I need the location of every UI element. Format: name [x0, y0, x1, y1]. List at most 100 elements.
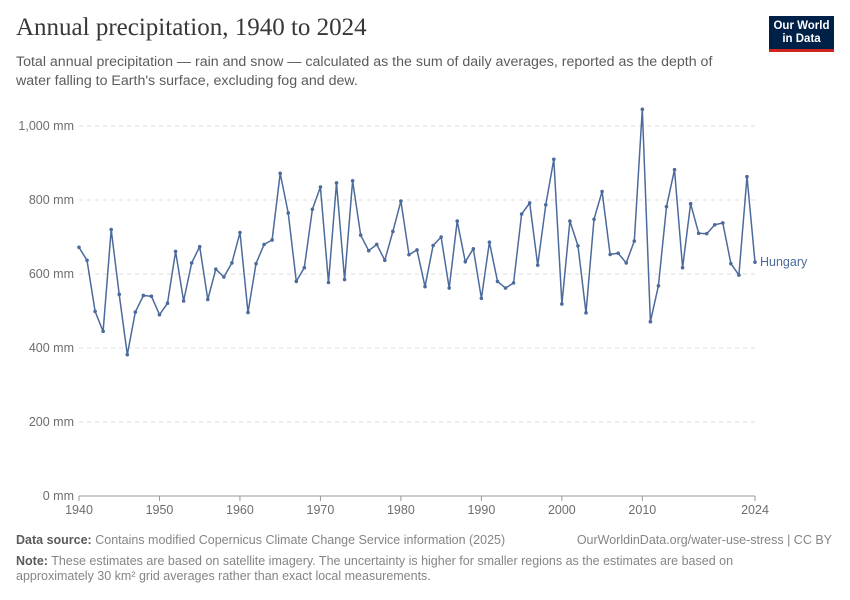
series-hungary[interactable]: Hungary — [77, 107, 808, 357]
data-point[interactable] — [656, 284, 661, 288]
data-point[interactable] — [342, 277, 347, 282]
data-point[interactable] — [181, 299, 186, 303]
data-point[interactable] — [423, 284, 427, 289]
data-point[interactable] — [519, 212, 524, 216]
data-point[interactable] — [592, 217, 596, 222]
owid-logo[interactable]: Our World in Data — [769, 16, 834, 52]
y-tick-label: 200 mm — [29, 415, 74, 429]
data-point[interactable] — [616, 251, 620, 256]
x-tick-label: 1940 — [65, 503, 93, 517]
data-point[interactable] — [527, 201, 532, 205]
data-point[interactable] — [117, 292, 122, 297]
data-point[interactable] — [262, 242, 266, 247]
data-point[interactable] — [350, 178, 355, 183]
data-point[interactable] — [197, 244, 202, 249]
data-point[interactable] — [664, 204, 669, 209]
data-point[interactable] — [431, 243, 435, 248]
data-point[interactable] — [149, 294, 154, 299]
data-point[interactable] — [302, 265, 307, 270]
data-point[interactable] — [672, 167, 677, 172]
data-point[interactable] — [326, 280, 331, 285]
data-point[interactable] — [415, 248, 419, 252]
data-point[interactable] — [624, 261, 629, 265]
data-point[interactable] — [543, 203, 548, 207]
data-point[interactable] — [688, 201, 693, 206]
source-url-link[interactable]: OurWorldinData.org/water-use-stress | CC… — [576, 533, 832, 547]
data-point[interactable] — [600, 189, 604, 194]
data-point[interactable] — [230, 261, 234, 265]
data-point[interactable] — [157, 312, 162, 317]
data-point[interactable] — [391, 229, 395, 234]
data-point[interactable] — [737, 273, 741, 277]
data-point[interactable] — [584, 311, 588, 315]
data-point[interactable] — [286, 211, 291, 215]
data-point[interactable] — [318, 185, 323, 189]
data-point[interactable] — [334, 181, 339, 185]
data-point[interactable] — [205, 297, 210, 302]
data-point[interactable] — [560, 302, 564, 306]
data-point[interactable] — [552, 157, 556, 162]
data-point[interactable] — [270, 238, 274, 242]
data-point[interactable] — [712, 222, 717, 227]
data-point[interactable] — [495, 279, 500, 284]
logo-line-1: Our World — [773, 20, 830, 32]
data-point[interactable] — [640, 107, 645, 112]
data-point[interactable] — [745, 174, 749, 179]
data-point[interactable] — [246, 310, 250, 315]
data-point[interactable] — [374, 242, 379, 247]
data-point[interactable] — [189, 261, 194, 265]
data-point[interactable] — [696, 231, 701, 236]
series-line[interactable] — [78, 108, 756, 356]
data-point[interactable] — [576, 244, 580, 248]
data-point[interactable] — [366, 248, 371, 253]
data-point[interactable] — [447, 286, 451, 290]
data-point[interactable] — [407, 252, 411, 257]
data-point[interactable] — [141, 293, 146, 298]
data-point[interactable] — [680, 265, 685, 270]
y-tick-label: 0 mm — [43, 489, 74, 503]
data-point[interactable] — [704, 231, 709, 236]
data-point[interactable] — [125, 352, 130, 357]
data-point[interactable] — [721, 221, 725, 225]
data-point[interactable] — [93, 309, 97, 314]
data-point[interactable] — [487, 240, 492, 244]
data-point[interactable] — [399, 199, 403, 203]
data-point[interactable] — [77, 245, 81, 250]
data-point[interactable] — [511, 281, 516, 285]
data-point[interactable] — [294, 279, 299, 284]
data-point[interactable] — [173, 249, 178, 254]
chart-title: Annual precipitation, 1940 to 2024 — [16, 14, 367, 41]
data-point[interactable] — [479, 296, 484, 301]
data-point[interactable] — [471, 247, 476, 251]
data-point[interactable] — [278, 171, 282, 176]
data-point[interactable] — [165, 301, 170, 306]
data-point[interactable] — [455, 219, 460, 223]
data-point[interactable] — [109, 227, 113, 232]
chart-note: Note: These estimates are based on satel… — [16, 554, 776, 584]
data-point[interactable] — [310, 207, 315, 212]
data-point[interactable] — [254, 261, 258, 266]
data-point[interactable] — [101, 329, 105, 334]
data-point[interactable] — [214, 267, 218, 271]
data-point[interactable] — [85, 258, 89, 263]
data-point[interactable] — [439, 235, 443, 239]
data-point[interactable] — [632, 239, 637, 243]
data-point[interactable] — [463, 259, 468, 264]
data-point[interactable] — [753, 260, 757, 264]
x-axis: 1940 1950 1960 1970 1980 1990 2000 2010 2024 — [65, 495, 769, 517]
y-tick-label: 600 mm — [29, 267, 74, 281]
data-point[interactable] — [503, 286, 508, 290]
data-point[interactable] — [608, 252, 612, 257]
note-text: These estimates are based on satellite i… — [16, 554, 734, 583]
x-tick-label: 1980 — [387, 503, 415, 517]
data-point[interactable] — [568, 219, 572, 223]
data-point[interactable] — [383, 258, 387, 263]
y-tick-label: 800 mm — [29, 193, 74, 207]
data-point[interactable] — [238, 230, 242, 235]
data-point[interactable] — [358, 233, 363, 237]
data-point[interactable] — [648, 319, 653, 324]
data-point[interactable] — [222, 275, 226, 279]
data-point[interactable] — [133, 310, 138, 314]
data-point[interactable] — [535, 263, 540, 267]
data-point[interactable] — [729, 261, 733, 266]
